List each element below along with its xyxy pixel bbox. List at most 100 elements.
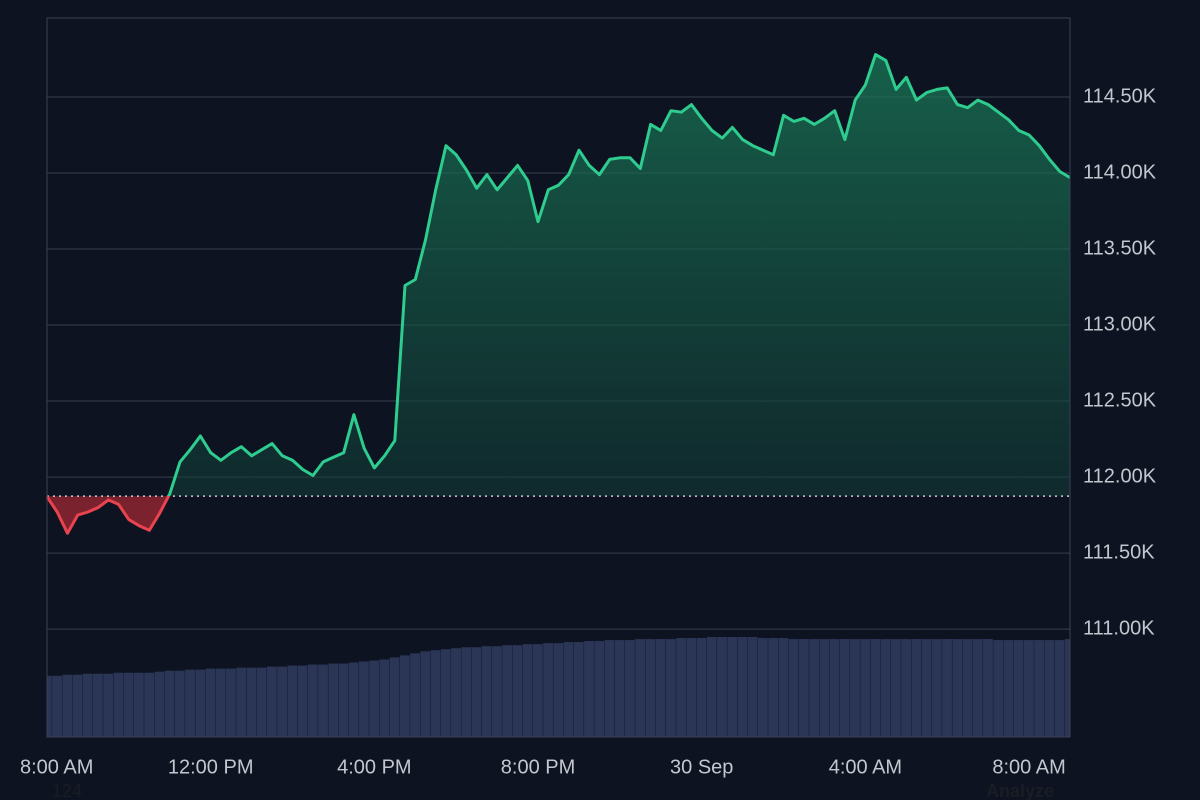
volume-bar (256, 667, 267, 737)
volume-bar (502, 645, 513, 737)
plot-frame (46, 17, 1071, 738)
volume-bar (185, 669, 195, 737)
volume-bar (195, 669, 206, 737)
volume-bar (1054, 640, 1065, 737)
volume-bar (410, 653, 420, 737)
volume-bar (512, 645, 523, 737)
volume-bar (645, 639, 656, 737)
y-tick-label: 111.00K (1083, 617, 1155, 639)
volume-bar (706, 637, 717, 737)
volume-bar (359, 661, 369, 737)
x-tick-label: 8:00 PM (501, 756, 575, 778)
y-tick-label: 114.00K (1083, 161, 1157, 183)
volume-bar (757, 638, 768, 737)
volume-bar (543, 643, 553, 737)
volume-bar (686, 638, 697, 737)
volume-bar (553, 643, 564, 737)
volume-bar (236, 667, 247, 737)
volume-bar (123, 672, 134, 737)
volume-bar (614, 640, 625, 737)
x-tick-label: 12:00 PM (168, 756, 254, 778)
volume-bar (348, 662, 359, 737)
area-above (168, 54, 1070, 497)
volume-bar (624, 640, 635, 737)
volume-bar (133, 672, 144, 737)
price-line (48, 53, 1071, 497)
volume-bar (819, 639, 830, 737)
volume-bar (471, 647, 482, 737)
volume-bar (369, 660, 380, 737)
volume-bar (297, 665, 308, 737)
volume-bar (113, 672, 124, 737)
volume-bar (717, 637, 727, 737)
volume-bar (1013, 640, 1024, 737)
volume-bar (532, 644, 543, 737)
volume-bar (461, 647, 472, 737)
volume-bar (174, 670, 185, 737)
volume-bar (737, 637, 748, 737)
volume-bar (389, 657, 400, 737)
x-tick-label: 4:00 AM (829, 756, 902, 778)
volume-bar (635, 639, 646, 737)
y-tick-label: 112.50K (1083, 389, 1157, 411)
volume-bar (573, 642, 584, 737)
volume-bar (850, 639, 860, 737)
volume-bar (584, 641, 594, 737)
volume-bar (1023, 640, 1034, 737)
volume-bar (246, 667, 257, 737)
volume-bar (277, 666, 288, 737)
volume-bar (993, 640, 1004, 737)
volume-bar (952, 639, 963, 737)
volume-bar (962, 639, 973, 737)
volume-bar (420, 651, 431, 737)
volume-bar (901, 639, 912, 737)
y-tick-label: 112.00K (1083, 465, 1157, 487)
volume-bar (665, 639, 676, 737)
volume-bar (440, 649, 451, 737)
volume-bar (522, 644, 533, 737)
volume-bar (676, 638, 686, 737)
volume-bar (62, 674, 73, 737)
y-tick-label: 113.00K (1083, 313, 1157, 335)
volume-bar (103, 673, 114, 737)
volume-bar (768, 638, 779, 737)
volume-bar (798, 639, 809, 737)
volume-bar (154, 671, 165, 737)
labels: 111.00K 111.50K 112.00K 112.50K 113.00K 113.5… (20, 85, 1157, 800)
y-tick-label: 113.50K (1083, 237, 1157, 259)
volume-bar (164, 670, 175, 737)
y-tick-label: 111.50K (1083, 541, 1155, 563)
volume-bar (47, 675, 52, 737)
volume-bar (911, 639, 922, 737)
volume-bar (890, 639, 901, 737)
footer-text: Analyze (986, 781, 1054, 800)
volume-bar (860, 639, 871, 737)
volume-bar (880, 639, 891, 737)
volume-bar (93, 673, 103, 737)
volume-bar (82, 673, 93, 737)
volume-bar (318, 664, 328, 737)
x-tick-label: 4:00 PM (337, 756, 411, 778)
volume-bar (747, 637, 758, 737)
volume-bar (205, 668, 216, 737)
volume-bar (451, 648, 461, 737)
volume-bar (778, 638, 789, 737)
volume-bar (942, 639, 952, 737)
volume-bar (492, 646, 502, 737)
volume-bars (47, 637, 1070, 737)
volume-bar (1034, 640, 1045, 737)
volume-bar (481, 646, 492, 737)
volume-bar (430, 650, 441, 737)
volume-bar (379, 659, 390, 737)
volume-bar (226, 668, 236, 737)
y-tick-label: 114.50K (1083, 85, 1157, 107)
volume-bar (287, 665, 298, 737)
volume-bar (972, 639, 983, 737)
volume-bar (144, 672, 155, 737)
x-tick-label: 8:00 AM (20, 756, 93, 778)
volume-bar (727, 637, 738, 737)
volume-bar (870, 639, 881, 737)
volume-bar (266, 666, 277, 737)
volume-bar (563, 642, 574, 737)
